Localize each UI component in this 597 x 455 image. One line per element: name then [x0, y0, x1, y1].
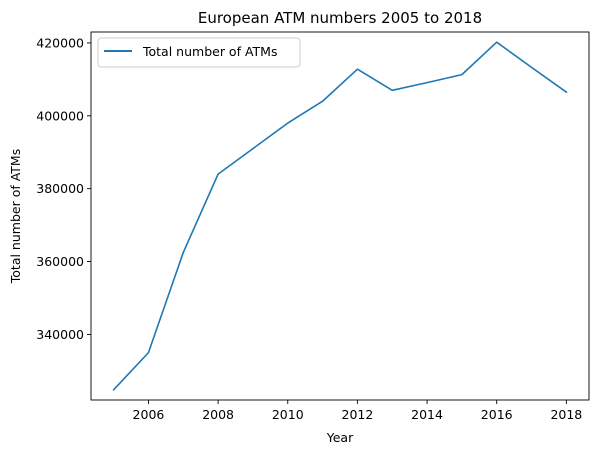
y-tick-label: 400000 — [36, 108, 84, 123]
legend-label: Total number of ATMs — [142, 44, 277, 59]
y-tick-label: 420000 — [36, 35, 84, 50]
x-axis-label: Year — [326, 430, 354, 445]
y-tick-label: 360000 — [36, 254, 84, 269]
chart-title: European ATM numbers 2005 to 2018 — [198, 9, 482, 27]
x-tick-label: 2018 — [550, 407, 582, 422]
x-tick-label: 2008 — [202, 407, 234, 422]
y-tick-label: 380000 — [36, 181, 84, 196]
y-tick-label: 340000 — [36, 327, 84, 342]
x-axis: 2006 2008 2010 2012 2014 2016 2018 — [133, 400, 582, 422]
series-layer — [112, 41, 568, 391]
x-tick-label: 2010 — [272, 407, 304, 422]
y-axis: 340000 360000 380000 400000 420000 — [36, 35, 91, 342]
plot-area — [90, 31, 590, 401]
x-tick-label: 2006 — [133, 407, 165, 422]
series-line — [112, 41, 568, 391]
legend-box — [97, 37, 301, 68]
y-axis-label: Total number of ATMs — [8, 149, 23, 284]
x-tick-label: 2014 — [411, 407, 443, 422]
legend: Total number of ATMs — [97, 37, 301, 68]
x-tick-label: 2012 — [342, 407, 374, 422]
plot-frame — [90, 31, 590, 401]
x-tick-label: 2016 — [481, 407, 513, 422]
